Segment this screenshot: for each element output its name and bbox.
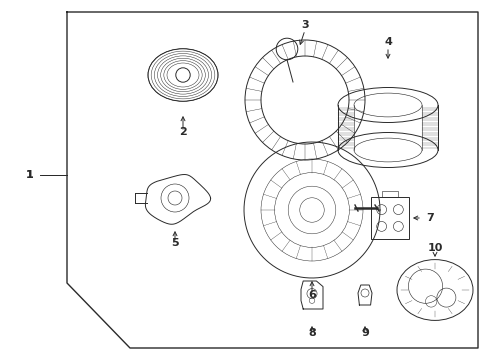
Text: 2: 2: [179, 127, 187, 137]
Text: 9: 9: [361, 328, 369, 338]
Bar: [371, 197, 409, 239]
Text: 10: 10: [427, 243, 442, 253]
Text: 4: 4: [384, 37, 392, 47]
Text: 1: 1: [26, 170, 34, 180]
Text: 6: 6: [308, 290, 316, 300]
Text: 1: 1: [26, 170, 34, 180]
Text: 5: 5: [171, 238, 179, 248]
Bar: [382, 191, 397, 197]
Text: 8: 8: [308, 328, 316, 338]
Text: 3: 3: [301, 20, 309, 30]
Text: 7: 7: [426, 213, 434, 223]
